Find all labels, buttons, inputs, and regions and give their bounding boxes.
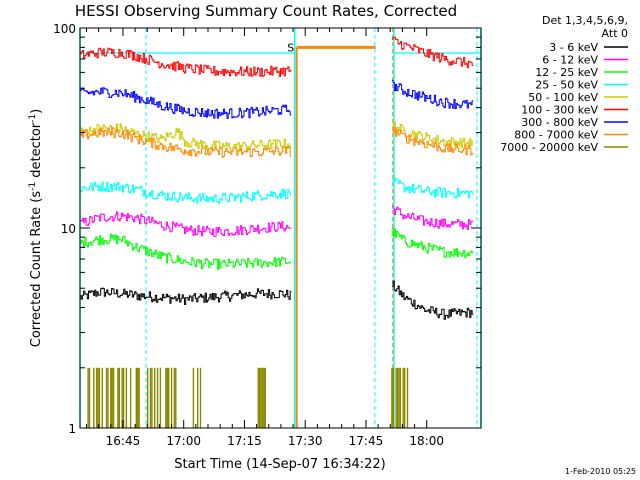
series-trace-1-before xyxy=(80,211,292,237)
footer-date: 1-Feb-2010 05:25 xyxy=(565,467,636,476)
legend-label: 25 - 50 keV xyxy=(535,79,598,92)
legend-label: 3 - 6 keV xyxy=(549,41,598,54)
x-tick-label: 18:00 xyxy=(409,434,444,448)
x-axis-label: Start Time (14-Sep-07 16:34:22) xyxy=(174,457,385,472)
y-tick-label: 1 xyxy=(68,422,76,436)
x-tick-label: 17:30 xyxy=(288,434,323,448)
legend-label: 6 - 12 keV xyxy=(542,54,598,67)
y-tick-label: 10 xyxy=(61,222,76,236)
data-layer: S xyxy=(80,36,474,428)
series-trace-6-after xyxy=(391,79,474,109)
series-bursts-8 xyxy=(87,367,409,428)
series-trace-0-after xyxy=(391,280,474,320)
series-trace-6-before xyxy=(80,87,292,119)
attenuator-flag-label: S xyxy=(287,41,294,54)
series-trace-5-after xyxy=(391,36,474,69)
x-tick-label: 17:00 xyxy=(166,434,201,448)
legend-label: 800 - 7000 keV xyxy=(514,129,598,142)
legend-label: 50 - 100 keV xyxy=(528,91,598,104)
series-trace-1-after xyxy=(391,205,474,230)
series-trace-2-before xyxy=(80,233,292,270)
series-trace-5-before xyxy=(80,47,292,77)
series-trace-7-before xyxy=(80,127,292,158)
legend-label: 12 - 25 keV xyxy=(535,66,598,79)
x-tick-label: 16:45 xyxy=(106,434,141,448)
chart-title: HESSI Observing Summary Count Rates, Cor… xyxy=(75,2,457,20)
legend-label: 7000 - 20000 keV xyxy=(500,141,598,154)
legend-label: 100 - 300 keV xyxy=(521,104,598,117)
axes-layer: 16:45 17:00 17:15 17:30 17:45 18:00 1 10 100 xyxy=(53,22,482,448)
series-trace-3-after xyxy=(391,176,474,199)
legend-label: 300 - 800 keV xyxy=(521,116,598,129)
x-tick-label: 17:15 xyxy=(227,434,262,448)
y-tick-label: 100 xyxy=(53,22,76,36)
series-trace-2-after xyxy=(391,227,474,259)
y-axis-label: Corrected Count Rate (s-1 detector-1) xyxy=(28,109,44,347)
series-trace-0-before xyxy=(80,287,292,305)
legend-header-line2: Att 0 xyxy=(602,27,628,40)
series-trace-3-before xyxy=(80,181,292,204)
series-trace-7-after xyxy=(391,126,474,156)
x-tick-label: 17:45 xyxy=(349,434,384,448)
legend-header-line1: Det 1,3,4,5,6,9, xyxy=(542,14,628,27)
